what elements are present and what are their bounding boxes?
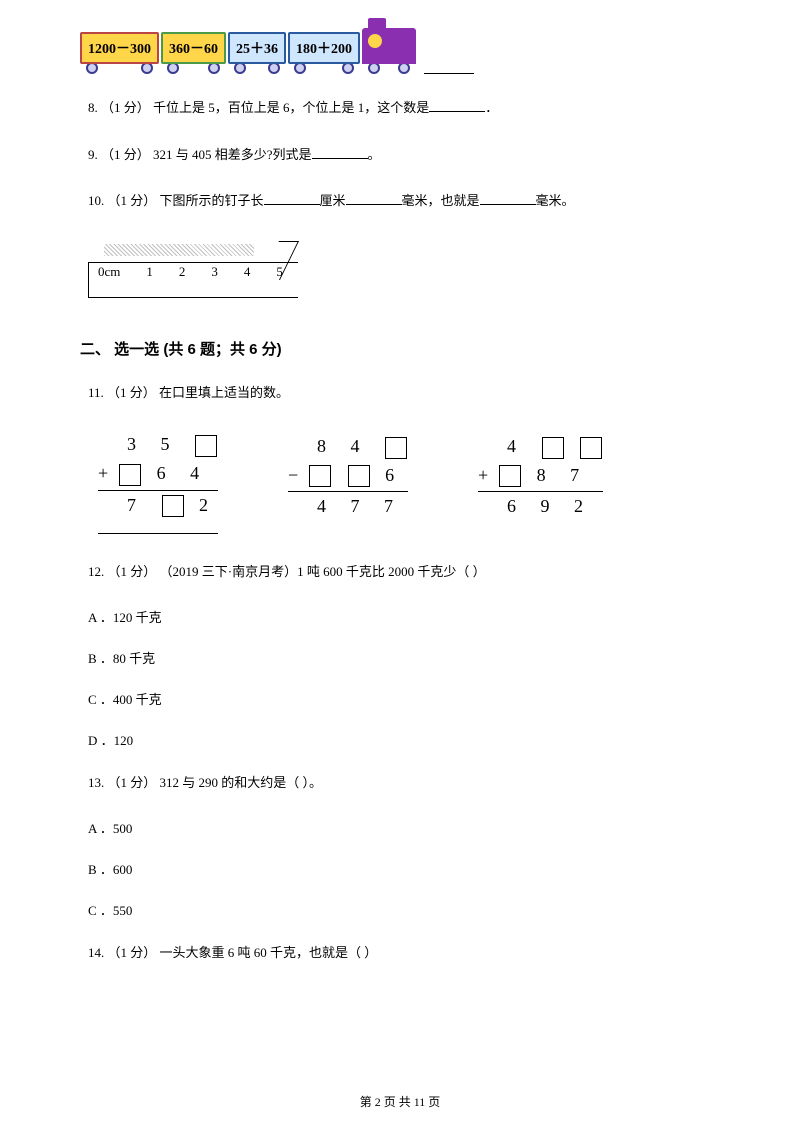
q8-suffix: ．: [485, 100, 498, 115]
fill-box[interactable]: [119, 464, 141, 486]
ruler-label: 3: [211, 264, 218, 280]
digit: 7: [384, 496, 403, 516]
digit: 2: [574, 496, 593, 516]
fill-blank[interactable]: [480, 192, 536, 205]
q13-opt-c[interactable]: C ．550: [88, 900, 720, 919]
fill-box[interactable]: [195, 435, 217, 457]
fill-box[interactable]: [542, 437, 564, 459]
digit: 7: [351, 496, 370, 516]
q12-opt-d[interactable]: D ．120: [88, 730, 720, 749]
digit: 6: [385, 465, 404, 485]
digit: 7: [570, 465, 589, 485]
digit: 2: [199, 495, 218, 515]
arith-b: 8 4 − 6 4 7 7: [288, 436, 408, 518]
digit: 5: [161, 434, 180, 454]
q9-suffix: 。: [368, 147, 381, 162]
train-car-label: 180＋200: [288, 32, 360, 64]
q13-opt-b[interactable]: B ．600: [88, 859, 720, 878]
train-car-label: 1200－300: [80, 32, 159, 64]
ruler-label: 1: [146, 264, 153, 280]
q12-opt-b[interactable]: B ．80 千克: [88, 648, 720, 667]
train-locomotive: [362, 28, 416, 74]
operator: +: [478, 465, 498, 485]
fill-blank[interactable]: [264, 192, 320, 205]
q12-opt-c[interactable]: C ．400 千克: [88, 689, 720, 708]
ruler-label: 0cm: [98, 264, 120, 280]
digit: 9: [541, 496, 560, 516]
ruler-label: 5: [276, 264, 283, 280]
ruler-label: 2: [179, 264, 186, 280]
train-car: 180＋200: [288, 32, 360, 74]
digit: 6: [157, 463, 176, 483]
fill-blank[interactable]: [346, 192, 402, 205]
train-car: 25＋36: [228, 32, 286, 74]
train-car-label: 25＋36: [228, 32, 286, 64]
fill-box[interactable]: [162, 495, 184, 517]
q9-text: 9. （1 分） 321 与 405 相差多少?列式是: [88, 147, 312, 162]
fill-blank[interactable]: [98, 521, 218, 534]
q12-opt-a[interactable]: A ．120 千克: [88, 607, 720, 626]
question-13: 13. （1 分） 312 与 290 的和大约是（ ）。: [88, 771, 720, 796]
fill-box[interactable]: [348, 465, 370, 487]
section-2-heading: 二、 选一选 (共 6 题；共 6 分): [80, 338, 720, 359]
digit: 4: [190, 463, 209, 483]
train-graphic: 1200－300 360－60 25＋36 180＋200: [80, 28, 720, 74]
question-11: 11. （1 分） 在口里填上适当的数。: [88, 381, 720, 406]
digit: 7: [127, 495, 146, 515]
train-car: 1200－300: [80, 32, 159, 74]
q8-text: 8. （1 分） 千位上是 5，百位上是 6，个位上是 1，这个数是: [88, 100, 429, 115]
digit: 6: [507, 496, 526, 516]
fill-box[interactable]: [309, 465, 331, 487]
ruler-graphic: 0cm 1 2 3 4 5: [88, 242, 298, 300]
question-8: 8. （1 分） 千位上是 5，百位上是 6，个位上是 1，这个数是 ．: [88, 96, 720, 121]
digit: 4: [351, 436, 370, 456]
fill-blank[interactable]: [429, 99, 485, 112]
operator: −: [288, 465, 308, 485]
question-12: 12. （1 分） （2019 三下·南京月考）1 吨 600 千克比 2000…: [88, 560, 720, 585]
fill-box[interactable]: [580, 437, 602, 459]
fill-blank[interactable]: [312, 146, 368, 159]
q13-opt-a[interactable]: A ．500: [88, 818, 720, 837]
arithmetic-row: 3 5 + 6 4 7 2 8 4 − 6 4 7 7 4 + 8 7 6 9 …: [98, 434, 720, 518]
ruler-label: 4: [244, 264, 251, 280]
fill-box[interactable]: [499, 465, 521, 487]
question-10: 10. （1 分） 下图所示的钉子长 厘米 毫米，也就是 毫米。: [88, 189, 720, 214]
train-car-label: 360－60: [161, 32, 226, 64]
q10-p2: 厘米: [320, 193, 346, 208]
question-14: 14. （1 分） 一头大象重 6 吨 60 千克，也就是（ ）: [88, 941, 720, 966]
arith-c: 4 + 8 7 6 9 2: [478, 436, 603, 518]
fill-box[interactable]: [385, 437, 407, 459]
train-car: 360－60: [161, 32, 226, 74]
q10-p3: 毫米，也就是: [402, 193, 480, 208]
operator: +: [98, 463, 118, 483]
question-9: 9. （1 分） 321 与 405 相差多少?列式是 。: [88, 143, 720, 168]
digit: 8: [537, 465, 556, 485]
digit: 3: [127, 434, 146, 454]
q10-p1: 10. （1 分） 下图所示的钉子长: [88, 193, 264, 208]
digit: 8: [317, 436, 336, 456]
digit: 4: [317, 496, 336, 516]
digit: 4: [507, 436, 526, 456]
arith-a: 3 5 + 6 4 7 2: [98, 434, 218, 518]
fill-blank[interactable]: [424, 61, 474, 74]
page-footer: 第 2 页 共 11 页: [0, 1093, 800, 1110]
q10-p4: 毫米。: [536, 193, 575, 208]
